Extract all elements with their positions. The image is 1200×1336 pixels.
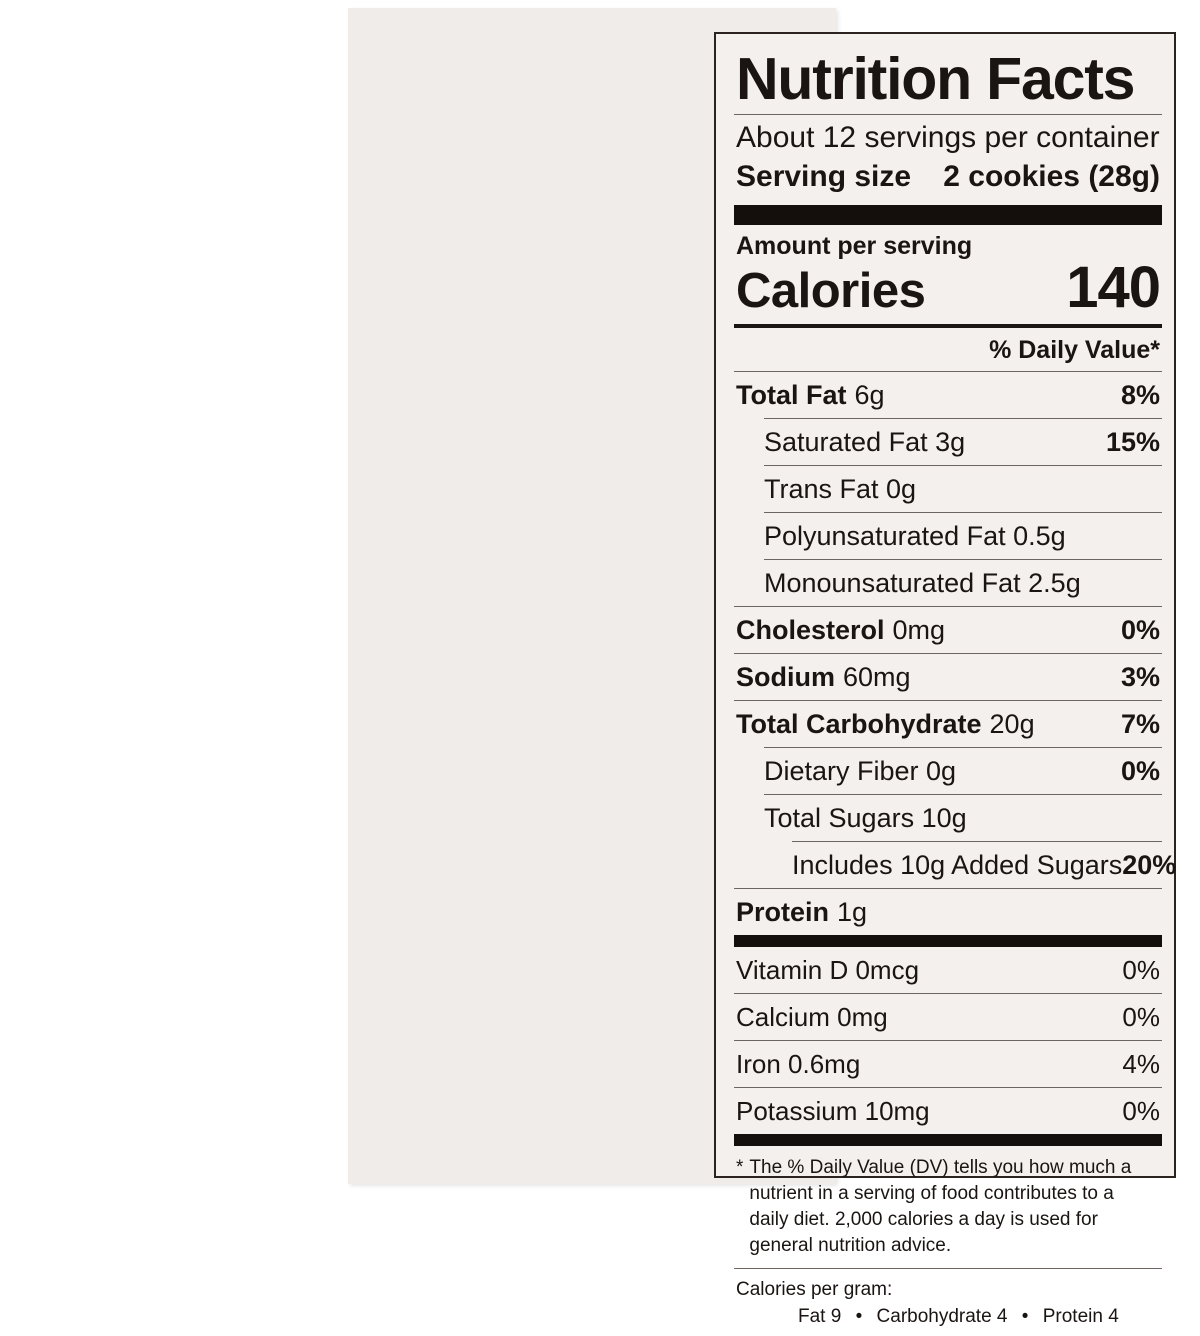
nutrient-name: Saturated Fat 3g xyxy=(764,427,966,457)
nutrient-dv: 8% xyxy=(1120,380,1160,410)
servings-per-container: About 12 servings per container xyxy=(736,121,1160,154)
table-row: Total Carbohydrate 20g 7% xyxy=(734,701,1162,747)
divider-row xyxy=(734,993,1162,994)
nutrient-dv: 7% xyxy=(1120,709,1160,739)
table-row: Monounsaturated Fat 2.5g xyxy=(734,560,1162,606)
table-row: Includes 10g Added Sugars 20% xyxy=(734,842,1176,888)
nutrient-amount: 6g xyxy=(854,380,885,410)
table-row: Cholesterol 0mg 0% xyxy=(734,607,1162,653)
cpg-fat: Fat 9 xyxy=(798,1306,842,1327)
nutrient-name: Dietary Fiber 0g xyxy=(764,756,957,786)
daily-value-footnote: * The % Daily Value (DV) tells you how m… xyxy=(734,1146,1162,1268)
footnote-asterisk: * xyxy=(736,1157,744,1178)
calories-label: Calories xyxy=(736,264,926,318)
table-row: Dietary Fiber 0g 0% xyxy=(734,748,1162,794)
calories-value: 140 xyxy=(1066,255,1161,320)
calories-per-gram-values: Fat 9 • Carbohydrate 4 • Protein 4 xyxy=(736,1303,1160,1330)
micronutrient-name: Iron 0.6mg xyxy=(736,1049,861,1079)
nutrient-dv: 3% xyxy=(1120,662,1160,692)
nutrient-name: Monounsaturated Fat 2.5g xyxy=(764,568,1081,598)
calories-per-gram-label: Calories per gram: xyxy=(736,1279,893,1300)
nutrient-name: Total Carbohydrate xyxy=(736,709,982,739)
divider-row xyxy=(792,841,1162,842)
divider-thick-footnote xyxy=(734,1134,1162,1146)
divider-under-calories xyxy=(734,324,1162,328)
table-row: Trans Fat 0g xyxy=(734,466,1162,512)
nutrient-dv: 0% xyxy=(1120,756,1160,786)
cpg-protein: Protein 4 xyxy=(1042,1306,1119,1327)
micronutrient-name: Potassium 10mg xyxy=(736,1096,930,1126)
bullet-icon: • xyxy=(855,1306,863,1327)
amount-per-serving-label: Amount per serving xyxy=(736,232,973,260)
nutrient-dv: 0% xyxy=(1120,615,1160,645)
panel-inner: Nutrition Facts About 12 servings per co… xyxy=(734,38,1176,1336)
serving-size-label: Serving size xyxy=(736,160,912,193)
nutrient-amount: 1g xyxy=(837,897,868,927)
divider-under-dv-header xyxy=(734,371,1162,372)
divider-row xyxy=(764,512,1162,513)
calories-row: Calories 140 xyxy=(734,255,1162,324)
nutrient-amount: 20g xyxy=(989,709,1035,739)
table-row: Potassium 10mg 0% xyxy=(734,1088,1162,1134)
cpg-carbohydrate: Carbohydrate 4 xyxy=(876,1306,1008,1327)
page-title: Nutrition Facts xyxy=(736,46,1135,112)
nutrient-name: Includes 10g Added Sugars xyxy=(792,850,1123,880)
serving-size-row: Serving size 2 cookies (28g) xyxy=(734,157,1162,205)
footnote-text: The % Daily Value (DV) tells you how muc… xyxy=(749,1157,1132,1256)
divider-thick-protein xyxy=(734,935,1162,947)
nutrient-name: Protein xyxy=(736,897,830,927)
table-row: Sodium 60mg 3% xyxy=(734,654,1162,700)
table-row: Total Sugars 10g xyxy=(734,795,1162,841)
nutrient-name: Polyunsaturated Fat 0.5g xyxy=(764,521,1066,551)
nutrient-name: Total Sugars 10g xyxy=(764,803,967,833)
micronutrient-name: Calcium 0mg xyxy=(736,1002,888,1032)
divider-row xyxy=(734,1087,1162,1088)
table-row: Polyunsaturated Fat 0.5g xyxy=(734,513,1162,559)
nutrient-name: Cholesterol xyxy=(736,615,885,645)
divider-thick-top xyxy=(734,205,1162,225)
bullet-icon: • xyxy=(1021,1306,1029,1327)
table-row: Iron 0.6mg 4% xyxy=(734,1041,1162,1087)
nutrient-amount: 60mg xyxy=(843,662,911,692)
divider-under-title xyxy=(734,114,1162,115)
divider-row xyxy=(764,465,1162,466)
divider-row xyxy=(764,418,1162,419)
nutrient-name: Total Fat xyxy=(736,380,847,410)
calories-per-gram-block: Calories per gram: Fat 9 • Carbohydrate … xyxy=(734,1269,1162,1336)
divider-row xyxy=(764,747,1162,748)
divider-row xyxy=(734,1040,1162,1041)
table-row: Total Fat 6g 8% xyxy=(734,372,1162,418)
nutrient-name: Trans Fat 0g xyxy=(764,474,917,504)
nutrient-amount: 0mg xyxy=(892,615,946,645)
divider-row xyxy=(734,653,1162,654)
divider-row xyxy=(764,794,1162,795)
nutrient-dv: 20% xyxy=(1122,850,1177,880)
table-row: Vitamin D 0mcg 0% xyxy=(734,947,1162,993)
table-row: Calcium 0mg 0% xyxy=(734,994,1162,1040)
divider-row xyxy=(734,888,1162,889)
nutrient-name: Sodium xyxy=(736,662,835,692)
nutrient-dv: 15% xyxy=(1105,427,1160,457)
table-row: Protein 1g xyxy=(734,889,1162,935)
table-row: Saturated Fat 3g 15% xyxy=(734,419,1162,465)
micronutrient-dv: 0% xyxy=(1122,1002,1160,1032)
micronutrient-name: Vitamin D 0mcg xyxy=(736,955,920,985)
daily-value-header: % Daily Value* xyxy=(989,336,1160,364)
divider-row xyxy=(734,700,1162,701)
micronutrient-dv: 4% xyxy=(1122,1049,1160,1079)
micronutrient-dv: 0% xyxy=(1122,1096,1160,1126)
micronutrient-dv: 0% xyxy=(1122,955,1160,985)
serving-size-value: 2 cookies (28g) xyxy=(943,160,1160,193)
label-card: Nutrition Facts About 12 servings per co… xyxy=(348,8,1176,1327)
divider-row xyxy=(734,606,1162,607)
divider-row xyxy=(764,559,1162,560)
nutrition-facts-panel: Nutrition Facts About 12 servings per co… xyxy=(714,32,1176,1327)
